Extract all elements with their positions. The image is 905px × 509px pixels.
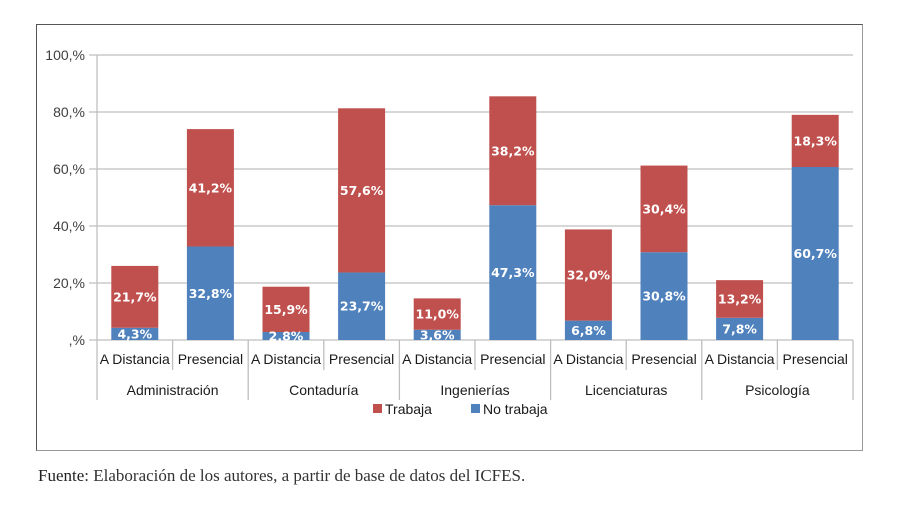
y-tick-label: 100,% [45, 47, 85, 63]
bar-no-trabaja [186, 246, 234, 340]
figure-caption: Fuente: Elaboración de los autores, a pa… [38, 466, 525, 486]
data-label: 38,2% [491, 143, 535, 158]
x-category-label: A Distancia [100, 351, 170, 367]
bar-no-trabaja [489, 205, 537, 340]
y-axis-ticks: ,% 20,% 40,% 60,% 80,% 100,% [45, 47, 85, 348]
bar-no-trabaja [262, 332, 310, 340]
stacked-bar-chart: ,% 20,% 40,% 60,% 80,% 100,% 4,3% 21,7% 32,8% 41… [45, 47, 854, 417]
x-axis: A Distancia Presencial A Distancia Presenci… [100, 340, 854, 400]
bar-no-trabaja [564, 320, 612, 340]
data-label: 21,7% [113, 289, 157, 304]
data-label: 7,8% [722, 321, 757, 336]
bar-trabaja [186, 129, 234, 247]
bar-trabaja [262, 286, 310, 333]
bar-no-trabaja [716, 317, 764, 340]
bar-trabaja [564, 229, 612, 321]
chart-frame: ,% 20,% 40,% 60,% 80,% 100,% 4,3% 21,7% 32,8% 41… [36, 24, 863, 451]
x-category-label: A Distancia [553, 351, 623, 367]
bar-trabaja [489, 96, 537, 206]
x-category-label: Presencial [329, 351, 394, 367]
data-label: 3,6% [420, 327, 455, 342]
x-category-label: A Distancia [402, 351, 472, 367]
bar-trabaja [111, 265, 159, 328]
data-label: 41,2% [189, 180, 233, 195]
data-label: 13,2% [718, 291, 762, 306]
bars [111, 96, 839, 340]
y-tick-label: ,% [69, 332, 85, 348]
legend-label: No trabaja [483, 401, 548, 417]
legend-label: Trabaja [385, 401, 432, 417]
x-group-label: Psicología [745, 382, 810, 398]
data-label: 15,9% [264, 302, 308, 317]
data-label: 18,3% [794, 133, 838, 148]
data-label: 4,3% [117, 326, 152, 341]
x-category-label: A Distancia [251, 351, 321, 367]
y-tick-label: 40,% [53, 218, 85, 234]
x-category-label: Presencial [480, 351, 545, 367]
data-label: 32,0% [567, 268, 611, 283]
data-label: 57,6% [340, 183, 384, 198]
data-label: 60,7% [794, 246, 838, 261]
x-group-label: Contaduría [289, 382, 358, 398]
legend-swatch-no-trabaja [471, 404, 480, 413]
x-category-label: Presencial [631, 351, 696, 367]
x-category-label: A Distancia [705, 351, 775, 367]
bar-no-trabaja [111, 327, 159, 340]
legend: Trabaja No trabaja [373, 401, 548, 417]
legend-swatch-trabaja [373, 404, 382, 413]
data-label: 2,8% [269, 329, 304, 344]
bar-no-trabaja [640, 252, 688, 340]
y-tick-label: 80,% [53, 104, 85, 120]
bar-trabaja [338, 108, 386, 273]
bar-trabaja [640, 165, 688, 253]
data-labels: 4,3% 21,7% 32,8% 41,2% 2,8% 15,9% 23,7% 57,6% 3,… [113, 133, 837, 343]
data-label: 32,8% [189, 286, 233, 301]
bar-trabaja [413, 298, 461, 330]
x-group-label: Ingenierías [440, 382, 509, 398]
x-group-label: Licenciaturas [585, 382, 668, 398]
x-group-label: Administración [127, 382, 219, 398]
bar-no-trabaja [338, 272, 386, 340]
y-tick-label: 20,% [53, 275, 85, 291]
x-category-label: Presencial [178, 351, 243, 367]
data-label: 30,8% [642, 289, 686, 304]
data-label: 11,0% [416, 307, 460, 322]
bar-trabaja [716, 280, 764, 318]
data-label: 6,8% [571, 323, 606, 338]
y-tick-label: 60,% [53, 161, 85, 177]
caption-lead: Fuente [38, 466, 85, 485]
bar-no-trabaja [413, 329, 461, 340]
data-label: 30,4% [642, 201, 686, 216]
data-label: 47,3% [491, 265, 535, 280]
x-category-label: Presencial [783, 351, 848, 367]
bar-trabaja [791, 114, 839, 168]
bar-no-trabaja [791, 167, 839, 340]
caption-text: : Elaboración de los autores, a partir d… [84, 466, 526, 485]
data-label: 23,7% [340, 299, 384, 314]
